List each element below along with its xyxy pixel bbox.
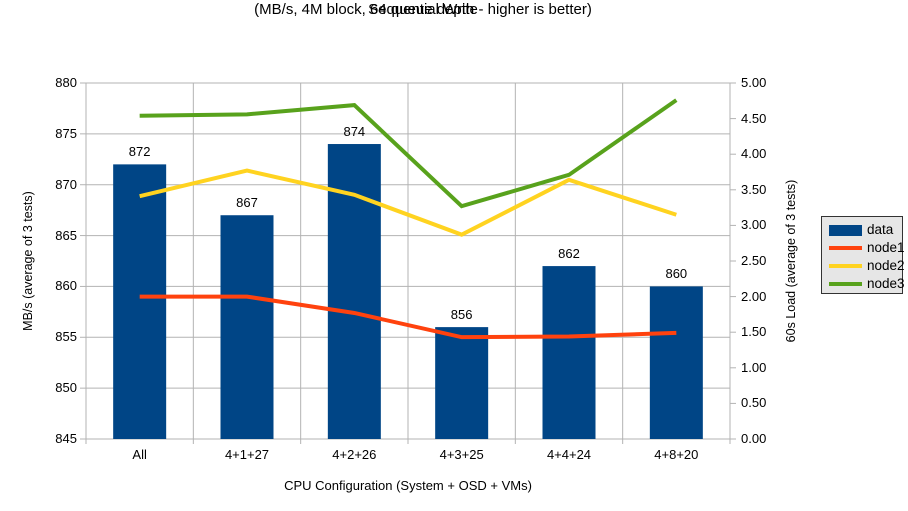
right-axis-tick-label: 0.00 bbox=[741, 431, 767, 446]
right-axis-tick-label: 2.00 bbox=[741, 288, 767, 304]
right-axis-tick-label: 1.50 bbox=[741, 324, 767, 340]
x-axis-category-label: 4+8+20 bbox=[654, 447, 699, 462]
left-axis-tick-label: 860 bbox=[55, 278, 77, 294]
x-axis-category-label: All bbox=[132, 447, 147, 462]
chart-subtitle: (MB/s, 4M block, 64 queue depth - higher… bbox=[254, 1, 592, 18]
right-axis-tick-label: 5.00 bbox=[741, 75, 767, 90]
bar-data bbox=[435, 327, 489, 439]
right-axis-tick-label: 4.00 bbox=[741, 146, 767, 162]
bar-data bbox=[220, 215, 274, 439]
chart-title: Sequential Write bbox=[368, 1, 478, 18]
right-axis-title: 60s Load (average of 3 tests) bbox=[784, 179, 798, 343]
bar-value-label: 867 bbox=[236, 195, 258, 211]
bar-value-label: 862 bbox=[558, 246, 580, 262]
bar-value-label: 856 bbox=[450, 307, 473, 323]
bar-data bbox=[542, 266, 596, 439]
left-axis-tick-label: 865 bbox=[55, 227, 77, 243]
x-axis-title: CPU Configuration (System + OSD + VMs) bbox=[284, 478, 532, 493]
line-node1 bbox=[139, 294, 677, 340]
left-axis-tick-label: 875 bbox=[55, 125, 77, 141]
bar-data bbox=[649, 286, 703, 439]
x-axis-category-label: 4+2+26 bbox=[332, 447, 377, 462]
bar-value-label: 860 bbox=[665, 266, 688, 282]
x-axis-category-label: 4+4+24 bbox=[546, 447, 592, 462]
line-node3 bbox=[139, 98, 678, 209]
legend-item-node1: node1 bbox=[829, 239, 905, 257]
legend-item-node3: node3 bbox=[829, 275, 905, 293]
x-axis-category-label: 4+1+27 bbox=[224, 447, 270, 462]
left-axis-tick-label: 850 bbox=[55, 380, 77, 396]
left-axis-tick-label: 880 bbox=[55, 75, 77, 90]
bar-value-label: 872 bbox=[128, 144, 151, 160]
legend-label-node3: node3 bbox=[867, 276, 905, 291]
x-axis-category-label: 4+3+25 bbox=[439, 447, 484, 462]
bar-data bbox=[327, 144, 381, 439]
left-axis-tick-label: 855 bbox=[55, 329, 77, 345]
right-axis-tick-label: 0.50 bbox=[741, 395, 767, 411]
legend-item-node2: node2 bbox=[829, 257, 905, 275]
legend-label-node2: node2 bbox=[867, 258, 905, 273]
legend-swatch-node2 bbox=[829, 264, 862, 268]
legend-item-data: data bbox=[829, 221, 902, 239]
left-axis-title: MB/s (average of 3 tests) bbox=[21, 191, 35, 331]
legend-swatch-data bbox=[829, 224, 862, 236]
legend-swatch-node3 bbox=[829, 282, 862, 286]
left-axis-tick-label: 870 bbox=[55, 176, 77, 192]
right-axis-tick-label: 3.00 bbox=[741, 217, 767, 233]
left-axis-tick-label: 845 bbox=[55, 431, 77, 446]
bar-value-label: 874 bbox=[343, 124, 366, 140]
right-axis-tick-label: 3.50 bbox=[741, 181, 767, 197]
legend-swatch-node1 bbox=[829, 246, 862, 250]
right-axis-tick-label: 1.00 bbox=[741, 359, 767, 375]
line-node2 bbox=[139, 168, 677, 237]
right-axis-tick-label: 2.50 bbox=[741, 253, 767, 268]
bar-data bbox=[113, 164, 167, 439]
legend-label-node1: node1 bbox=[867, 240, 905, 255]
right-axis-tick-label: 4.50 bbox=[741, 110, 767, 126]
legend-label-data: data bbox=[867, 222, 894, 237]
legend: data node1 node2 node3 bbox=[821, 216, 905, 294]
